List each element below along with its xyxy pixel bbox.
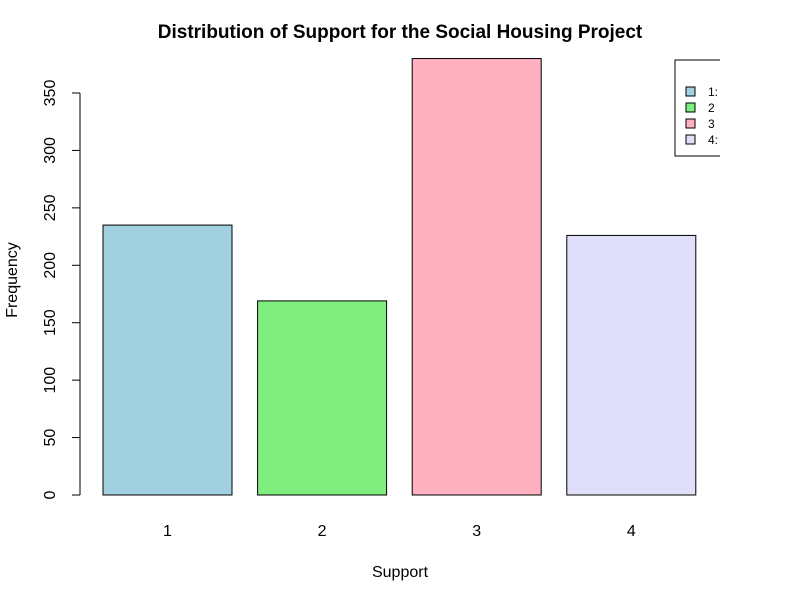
bars-group <box>102 58 697 496</box>
x-tick-label: 2 <box>318 523 327 540</box>
legend-label: 2 <box>708 101 715 115</box>
y-tick-label: 350 <box>42 80 59 107</box>
legend-box <box>674 59 720 157</box>
bar-3 <box>411 58 542 496</box>
x-axis-label: Support <box>372 564 429 581</box>
x-tick-label: 4 <box>627 523 636 540</box>
x-tick-label: 3 <box>472 523 481 540</box>
y-tick-label: 150 <box>42 309 59 336</box>
bar-1 <box>102 224 233 496</box>
chart-title: Distribution of Support for the Social H… <box>158 22 643 43</box>
bar-4 <box>566 234 697 496</box>
y-axis-label: Frequency <box>4 242 21 318</box>
y-tick-label: 200 <box>42 252 59 279</box>
x-tick-labels: 1 2 3 4 <box>163 523 636 540</box>
bar-2 <box>257 300 388 496</box>
legend-swatch-2 <box>685 102 696 113</box>
legend: 1: 2 3 4: <box>674 59 720 157</box>
legend-label: 3 <box>708 117 715 131</box>
y-tick-label: 0 <box>42 490 59 499</box>
legend-swatch-3 <box>685 118 696 129</box>
x-tick-label: 1 <box>163 523 172 540</box>
y-tick-label: 300 <box>42 137 59 164</box>
legend-swatch-1 <box>685 86 696 97</box>
legend-label: 1: <box>708 85 718 99</box>
legend-swatch-4 <box>685 134 696 145</box>
y-tick-label: 100 <box>42 367 59 394</box>
legend-label: 4: <box>708 133 718 147</box>
y-tick-label: 250 <box>42 194 59 221</box>
y-tick-label: 50 <box>42 429 59 447</box>
y-axis: 0 50 100 150 200 250 300 350 <box>42 80 81 499</box>
